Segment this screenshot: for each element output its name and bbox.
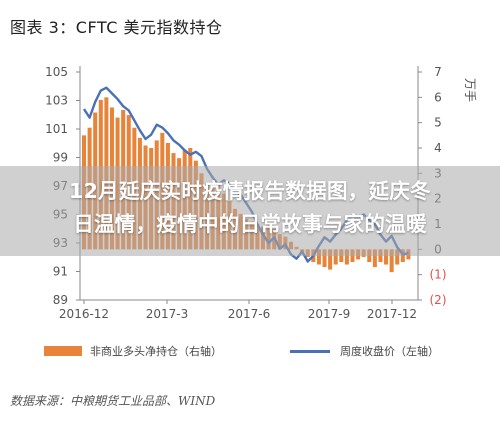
left-tick-label: 99 <box>53 151 68 165</box>
bar <box>322 249 327 268</box>
headline-text: 12月延庆实时疫情报告数据图，延庆冬 日温情，疫情中的日常故事与家的温暖 <box>0 175 500 241</box>
bar <box>344 249 349 265</box>
left-tick-label: 89 <box>53 293 68 307</box>
bar <box>372 249 377 268</box>
right-tick-label: 7 <box>434 65 442 79</box>
right-tick-label: 4 <box>434 141 442 155</box>
legend-bar-swatch <box>44 346 82 356</box>
bar <box>328 249 333 270</box>
legend-bar-label: 非商业多头净持仓（右轴） <box>90 345 222 358</box>
x-tick-label: 2016-12 <box>59 307 109 321</box>
x-tick-label: 2017-12 <box>367 307 417 321</box>
right-axis-unit: 万手 <box>463 78 477 102</box>
right-tick-label: 5 <box>434 116 442 130</box>
bar <box>384 249 389 265</box>
legend: 非商业多头净持仓（右轴） 周度收盘价（左轴） <box>44 341 484 361</box>
legend-line-swatch <box>290 350 330 353</box>
x-tick-label: 2017-9 <box>308 307 351 321</box>
right-tick-label: (2) <box>430 293 447 307</box>
headline-line-1: 12月延庆实时疫情报告数据图，延庆冬 <box>69 179 431 203</box>
x-tick-label: 2017-6 <box>228 307 271 321</box>
legend-line-label: 周度收盘价（左轴） <box>340 345 439 358</box>
left-tick-label: 103 <box>45 94 68 108</box>
bar <box>316 249 321 265</box>
x-tick-label: 2017-3 <box>146 307 189 321</box>
headline-line-2: 日温情，疫情中的日常故事与家的温暖 <box>73 212 427 236</box>
chart-title: 图表 3：CFTC 美元指数持仓 <box>10 18 223 37</box>
left-tick-label: 105 <box>45 65 68 79</box>
bar <box>389 249 394 273</box>
left-tick-label: 101 <box>45 122 68 136</box>
source-note: 数据来源：中粮期货工业品部、WIND <box>10 394 216 408</box>
bar <box>395 249 400 265</box>
left-tick-label: 91 <box>53 265 68 279</box>
right-tick-label: 6 <box>434 90 442 104</box>
headline-banner <box>0 166 500 256</box>
right-tick-label: (1) <box>430 268 447 282</box>
bar <box>333 249 338 265</box>
